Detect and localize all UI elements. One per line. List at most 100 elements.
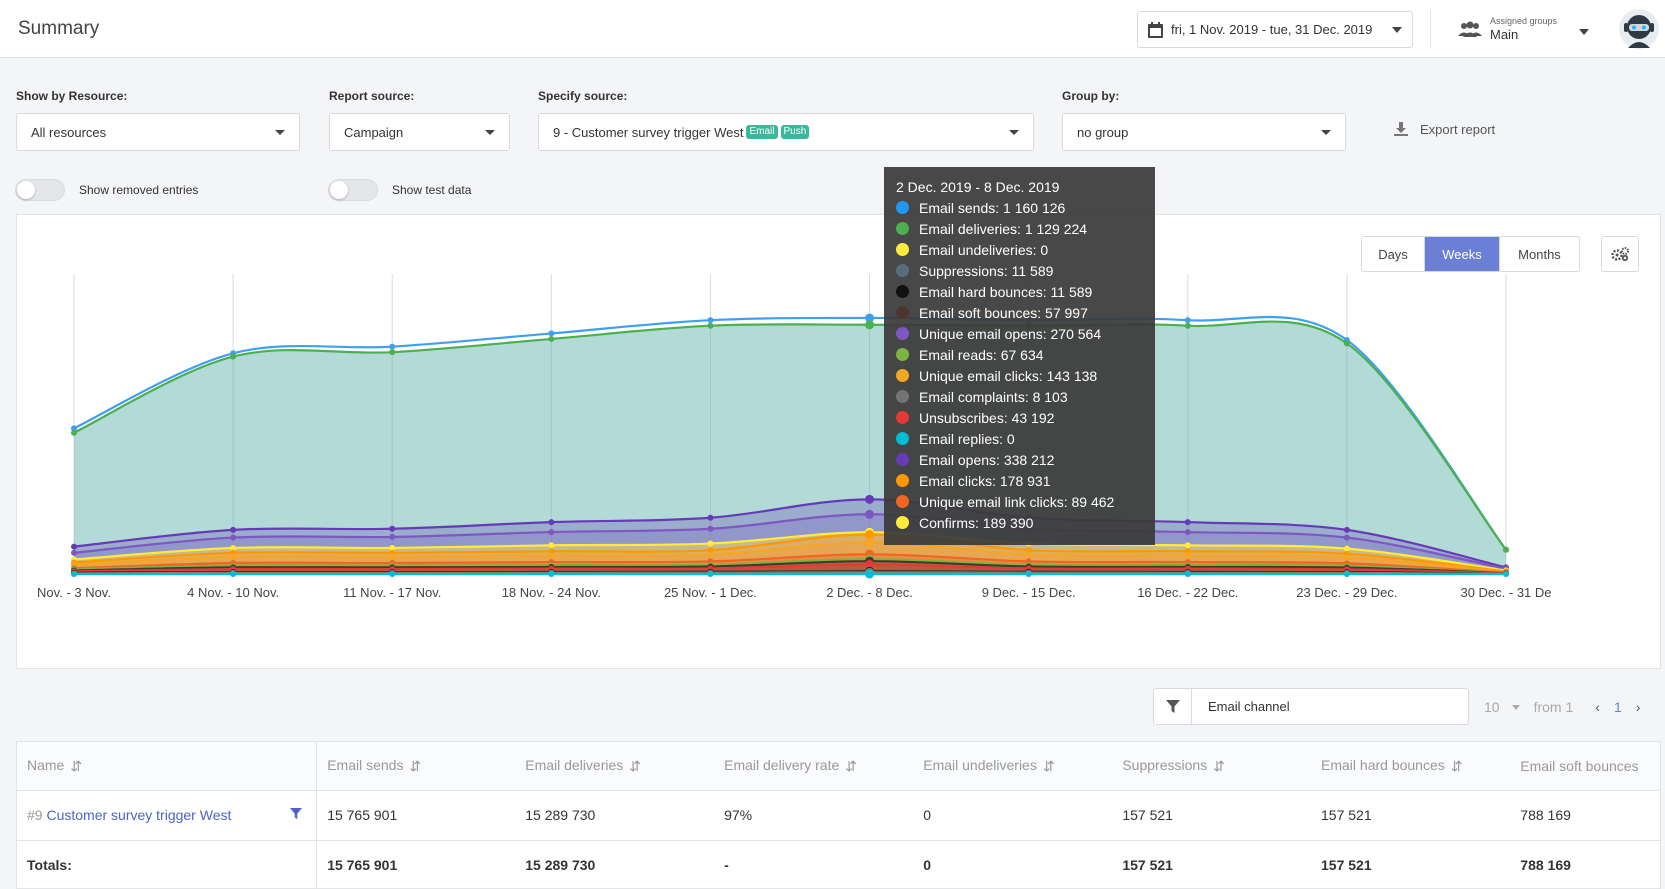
area-chart[interactable]: Nov. - 3 Nov. 4 Nov. - 10 Nov. 11 Nov. - 1…	[17, 215, 1662, 670]
data-point	[1025, 571, 1032, 577]
data-point	[1343, 545, 1350, 552]
x-tick-label: 30 Dec. - 31 De	[1460, 585, 1551, 600]
show-test-toggle[interactable]	[328, 179, 378, 201]
legend-dot-icon	[896, 306, 909, 319]
data-point	[71, 429, 77, 436]
data-point	[389, 343, 396, 350]
user-avatar[interactable]	[1618, 8, 1660, 50]
page-size-select[interactable]: 10	[1484, 699, 1500, 715]
chevron-left-icon[interactable]: ‹	[1595, 699, 1600, 715]
legend-dot-icon	[896, 474, 909, 487]
chevron-right-icon[interactable]: ›	[1635, 699, 1641, 715]
page-count-label: from 1	[1533, 699, 1574, 715]
table-cell: 15 765 901	[316, 790, 516, 841]
sort-icon: ⇵	[1450, 757, 1463, 774]
show-removed-label: Show removed entries	[79, 183, 199, 197]
series-line	[73, 320, 1507, 551]
period-days-button[interactable]: Days	[1362, 237, 1425, 271]
tooltip-row: Email opens: 338 212	[896, 449, 1143, 470]
gears-icon	[1611, 247, 1629, 261]
report-source-value: Campaign	[344, 124, 404, 140]
top-header: Summary fri, 1 Nov. 2019 - tue, 31 Dec. …	[0, 0, 1665, 58]
data-point	[865, 313, 875, 323]
report-source-select[interactable]: Campaign	[329, 113, 510, 151]
data-point	[1025, 547, 1032, 554]
legend-dot-icon	[896, 264, 909, 277]
data-point	[548, 335, 555, 342]
data-point	[230, 553, 237, 560]
tooltip-row-label: Email complaints: 8 103	[919, 388, 1068, 405]
data-point	[548, 542, 555, 549]
table-cell: 97%	[714, 790, 914, 841]
legend-dot-icon	[896, 348, 909, 361]
chart-settings-button[interactable]	[1601, 236, 1639, 272]
row-name-link[interactable]: Customer survey trigger West	[46, 807, 232, 823]
totals-cell: 788 169	[1510, 840, 1660, 888]
column-header-email-hard-bounces[interactable]: Email hard bounces ⇵	[1311, 742, 1511, 791]
download-icon	[1394, 122, 1408, 136]
users-icon	[1458, 21, 1482, 37]
data-point	[389, 553, 396, 560]
legend-dot-icon	[896, 285, 909, 298]
groups-value: Main	[1490, 26, 1519, 42]
specify-source-label: Specify source:	[538, 89, 628, 103]
column-header-suppressions[interactable]: Suppressions ⇵	[1112, 742, 1312, 791]
x-tick-label: 16 Dec. - 22 Dec.	[1137, 585, 1238, 600]
data-point	[548, 552, 555, 559]
data-point	[707, 547, 714, 554]
column-header-email-undeliveries[interactable]: Email undeliveries ⇵	[913, 742, 1113, 791]
resource-select[interactable]: All resources	[16, 113, 300, 151]
column-header-email-delivery-rate[interactable]: Email delivery rate ⇵	[714, 742, 914, 791]
column-header-email-soft-bounces[interactable]: Email soft bounces	[1510, 742, 1660, 791]
totals-cell: -	[714, 840, 914, 888]
data-point	[1184, 519, 1191, 526]
data-point	[707, 514, 714, 521]
tooltip-row-label: Email clicks: 178 931	[919, 472, 1051, 489]
column-header-name[interactable]: Name ⇵	[17, 742, 318, 791]
data-point	[1184, 542, 1191, 549]
chevron-down-icon	[1392, 26, 1402, 33]
tooltip-row-label: Unsubscribes: 43 192	[919, 409, 1055, 426]
table-header-row: Name ⇵ Email sends ⇵ Email deliveries ⇵ Ema…	[17, 742, 1660, 791]
totals-label: Totals:	[17, 840, 318, 888]
legend-dot-icon	[896, 369, 909, 382]
data-point	[71, 425, 77, 432]
data-point	[1184, 548, 1191, 555]
period-weeks-button[interactable]: Weeks	[1425, 237, 1500, 271]
filter-button[interactable]	[1154, 689, 1192, 724]
data-point	[230, 353, 237, 360]
data-point	[865, 530, 875, 540]
data-point	[865, 320, 875, 330]
sort-icon: ⇵	[629, 757, 642, 774]
data-point	[1343, 340, 1350, 347]
chevron-down-icon	[275, 129, 285, 135]
data-point	[230, 544, 237, 551]
series-line	[73, 571, 1507, 575]
current-page[interactable]: 1	[1613, 699, 1622, 715]
date-range-picker[interactable]: fri, 1 Nov. 2019 - tue, 31 Dec. 2019	[1137, 11, 1413, 48]
column-header-email-deliveries[interactable]: Email deliveries ⇵	[515, 742, 715, 791]
data-point	[865, 569, 875, 579]
export-report-button[interactable]: Export report	[1378, 110, 1528, 148]
period-months-button[interactable]: Months	[1500, 237, 1579, 271]
tooltip-row-label: Confirms: 189 390	[919, 514, 1034, 531]
name-cell: #9 Customer survey trigger West	[17, 790, 318, 841]
legend-dot-icon	[896, 222, 909, 235]
series-line	[73, 315, 1507, 551]
specify-source-select[interactable]: 9 - Customer survey trigger West Email P…	[538, 113, 1034, 151]
data-point	[548, 548, 555, 555]
data-point	[71, 543, 77, 550]
tooltip-row-label: Email soft bounces: 57 997	[919, 304, 1088, 321]
assigned-groups-select[interactable]: Assigned groups Main	[1458, 12, 1589, 46]
column-header-email-sends[interactable]: Email sends ⇵	[316, 742, 516, 791]
data-point	[865, 494, 875, 504]
show-removed-toggle[interactable]	[15, 179, 65, 201]
data-point	[1343, 554, 1350, 561]
filter-icon[interactable]	[290, 807, 303, 823]
toggle-knob	[17, 181, 35, 199]
x-tick-label: Nov. - 3 Nov.	[37, 585, 111, 600]
header-divider	[1430, 10, 1431, 48]
data-point	[1503, 546, 1509, 553]
table-filter-bar[interactable]: Email channel	[1153, 688, 1469, 725]
group-by-select[interactable]: no group	[1062, 113, 1346, 151]
